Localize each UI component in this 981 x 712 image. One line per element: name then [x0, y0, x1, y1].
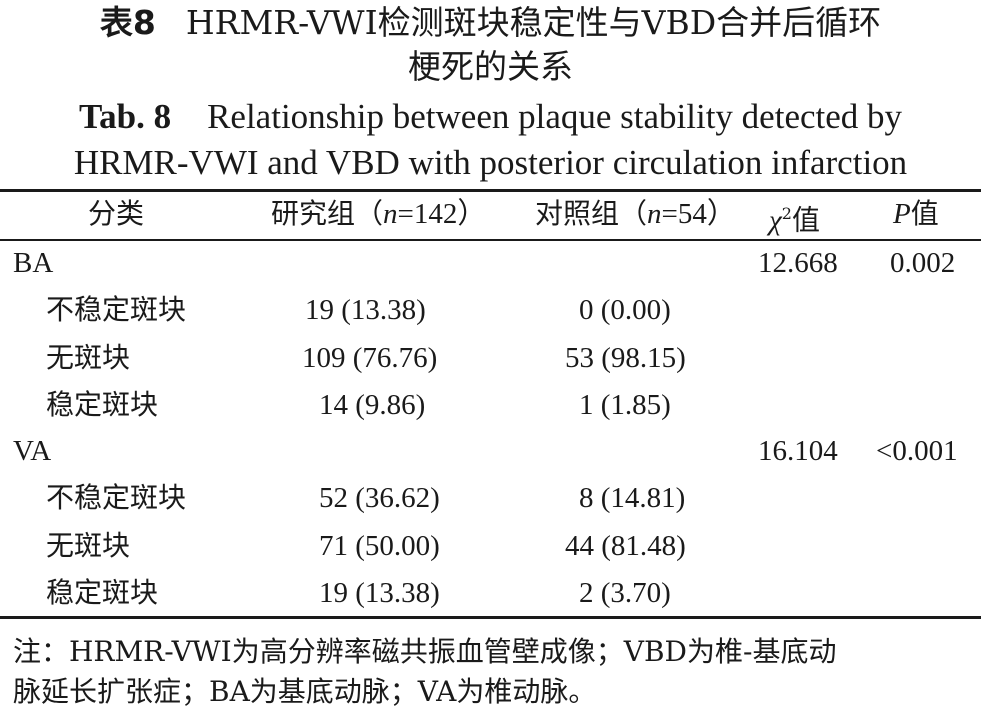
table-title-en-line1: Tab. 8 Relationship between plaque stabil… — [0, 96, 981, 138]
table-title-en-text: Relationship between plaque stability de… — [207, 97, 903, 136]
table-header-rule — [0, 239, 981, 241]
table-title-en-line2: HRMR-VWI and VBD with posterior circulat… — [73, 143, 908, 182]
table-row-label: 稳定斑块 — [46, 388, 159, 421]
header-control-group: 对照组（n=54） — [535, 196, 736, 232]
group-label-va: VA — [13, 435, 52, 467]
table-cell-control: 8 (14.81) — [579, 482, 686, 514]
header-study-suffix: =142） — [397, 198, 487, 230]
header-study-prefix: 研究组（ — [271, 197, 384, 230]
table-footnote-line1: 注：HRMR-VWI为高分辨率磁共振血管壁成像；VBD为椎-基底动 — [13, 635, 837, 668]
header-category: 分类 — [88, 197, 145, 230]
table-cell-control: 53 (98.15) — [565, 342, 686, 374]
header-p-symbol: P — [893, 198, 911, 230]
table-row-label: 无斑块 — [46, 341, 131, 374]
table-bottom-rule — [0, 616, 981, 619]
table-row-label: 无斑块 — [46, 529, 131, 562]
header-p-value: P值 — [893, 196, 939, 232]
table-cell-control: 1 (1.85) — [579, 389, 671, 421]
header-study-n: n — [383, 198, 398, 230]
header-control-suffix: =54） — [661, 198, 736, 230]
table-top-rule — [0, 189, 981, 192]
header-chi-sup: 2 — [781, 204, 792, 223]
table-cell-study: 19 (13.38) — [305, 294, 426, 326]
table-cell-study: 109 (76.76) — [302, 342, 438, 374]
table-title-cn-text: HRMR-VWI检测斑块稳定性与VBD合并后循环 — [185, 3, 882, 42]
p-value-va: <0.001 — [876, 435, 958, 467]
table-row-label: 不稳定斑块 — [46, 481, 187, 514]
table-cell-control: 44 (81.48) — [565, 530, 686, 562]
table-title-cn-line1: 表8 HRMR-VWI检测斑块稳定性与VBD合并后循环 — [0, 3, 981, 43]
table-cell-control: 2 (3.70) — [579, 577, 671, 609]
group-label-ba: BA — [13, 247, 54, 279]
header-chi-symbol: χ — [769, 204, 782, 237]
header-control-n: n — [647, 198, 662, 230]
table-title-cn-line2: 梗死的关系 — [408, 47, 573, 86]
table-number-en: Tab. 8 — [78, 97, 172, 136]
header-control-prefix: 对照组（ — [535, 197, 648, 230]
header-p-suffix: 值 — [910, 197, 939, 230]
chi2-value-va: 16.104 — [758, 435, 838, 467]
chi2-value-ba: 12.668 — [758, 247, 838, 279]
header-chi-square: χ2值 — [769, 196, 820, 238]
table-cell-study: 14 (9.86) — [319, 389, 426, 421]
table-row-label: 不稳定斑块 — [46, 293, 187, 326]
table-number-cn: 表8 — [99, 3, 156, 42]
table-footnote-line2: 脉延长扩张症；BA为基底动脉；VA为椎动脉。 — [13, 675, 597, 708]
table-row-label: 稳定斑块 — [46, 576, 159, 609]
table-cell-study: 19 (13.38) — [319, 577, 440, 609]
p-value-ba: 0.002 — [890, 247, 956, 279]
table-cell-study: 52 (36.62) — [319, 482, 440, 514]
header-chi-suffix: 值 — [791, 203, 820, 237]
table-cell-control: 0 (0.00) — [579, 294, 671, 326]
table-cell-study: 71 (50.00) — [319, 530, 440, 562]
header-study-group: 研究组（n=142） — [271, 196, 486, 232]
